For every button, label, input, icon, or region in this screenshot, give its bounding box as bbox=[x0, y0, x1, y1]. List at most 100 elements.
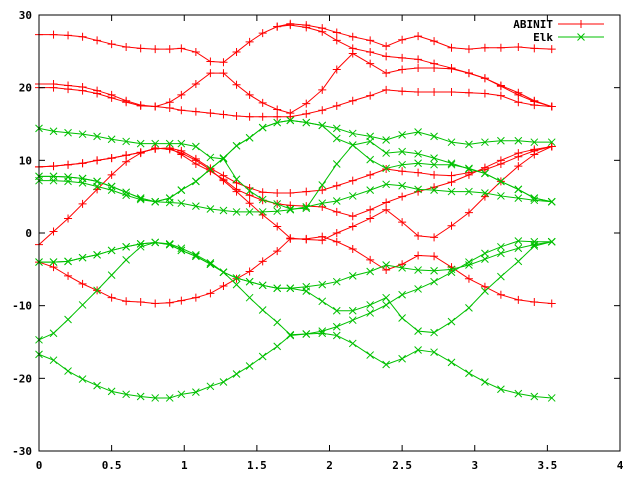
abinit-data-point bbox=[93, 89, 102, 98]
abinit-data-point bbox=[366, 59, 375, 68]
abinit-data-point bbox=[398, 53, 407, 62]
elk-data-point bbox=[232, 280, 241, 289]
elk-data-point bbox=[286, 205, 295, 214]
elk-data-point bbox=[122, 390, 131, 399]
elk-data-point bbox=[273, 284, 282, 293]
abinit-band-line bbox=[38, 146, 552, 217]
elk-data-point bbox=[136, 195, 145, 204]
abinit-data-point bbox=[447, 88, 456, 97]
abinit-data-point bbox=[258, 257, 267, 266]
legend-label-abinit: ABINIT bbox=[513, 18, 553, 31]
legend-marker-icon bbox=[577, 20, 585, 28]
elk-data-point bbox=[177, 186, 186, 194]
elk-data-point bbox=[245, 362, 254, 370]
abinit-data-point bbox=[93, 36, 102, 45]
abinit-data-point bbox=[78, 32, 87, 41]
legend-label-elk: Elk bbox=[533, 31, 553, 44]
abinit-data-point bbox=[332, 229, 341, 237]
abinit-data-point bbox=[348, 176, 357, 185]
elk-data-point bbox=[514, 244, 523, 253]
elk-data-point bbox=[151, 238, 160, 247]
abinit-data-point bbox=[398, 167, 407, 176]
elk-data-point bbox=[366, 267, 375, 276]
elk-data-point bbox=[232, 208, 241, 216]
elk-data-point bbox=[398, 354, 406, 363]
abinit-data-point bbox=[219, 58, 228, 67]
elk-data-point bbox=[382, 149, 391, 157]
elk-data-point bbox=[49, 258, 58, 266]
elk-data-point bbox=[151, 139, 160, 148]
y-tick-label: -10 bbox=[12, 300, 32, 313]
abinit-data-point bbox=[191, 293, 200, 302]
elk-data-point bbox=[332, 277, 341, 286]
abinit-data-point bbox=[219, 282, 228, 291]
elk-data-point bbox=[430, 348, 438, 357]
elk-data-point bbox=[514, 237, 523, 245]
abinit-data-point bbox=[430, 88, 439, 97]
abinit-data-point bbox=[206, 69, 215, 78]
elk-band-6 bbox=[35, 237, 556, 337]
elk-data-point bbox=[286, 205, 295, 213]
abinit-data-point bbox=[382, 205, 391, 214]
abinit-data-point bbox=[258, 29, 267, 38]
abinit-band-line bbox=[277, 24, 552, 108]
series-abinit bbox=[35, 19, 556, 308]
elk-data-point bbox=[430, 266, 438, 275]
abinit-data-point bbox=[332, 237, 341, 246]
elk-data-point bbox=[273, 318, 282, 327]
elk-data-point bbox=[245, 186, 254, 195]
abinit-data-point bbox=[480, 163, 489, 172]
abinit-data-point bbox=[366, 170, 375, 179]
abinit-data-point bbox=[78, 159, 87, 168]
abinit-data-point bbox=[414, 32, 423, 41]
abinit-data-point bbox=[366, 205, 375, 214]
abinit-data-point bbox=[177, 90, 186, 99]
elk-band-line bbox=[39, 119, 552, 203]
elk-data-point bbox=[481, 255, 489, 264]
abinit-data-point bbox=[232, 80, 241, 89]
abinit-data-point bbox=[398, 35, 407, 44]
abinit-data-point bbox=[122, 157, 131, 166]
abinit-data-point bbox=[302, 109, 311, 118]
elk-data-point bbox=[465, 369, 473, 378]
abinit-data-point bbox=[245, 112, 254, 121]
elk-data-point bbox=[366, 186, 375, 194]
legend-line-abinit bbox=[558, 20, 604, 28]
elk-data-point bbox=[414, 327, 422, 335]
elk-data-point bbox=[366, 301, 375, 309]
elk-data-point bbox=[122, 137, 131, 146]
x-tick-label: 1 bbox=[181, 459, 188, 472]
abinit-data-point bbox=[151, 45, 160, 54]
abinit-data-point bbox=[318, 202, 327, 211]
elk-data-point bbox=[286, 284, 295, 293]
legend: ABINIT Elk bbox=[513, 18, 604, 44]
elk-data-point bbox=[430, 186, 438, 194]
elk-band-1 bbox=[35, 124, 556, 213]
abinit-data-point bbox=[219, 69, 228, 78]
abinit-data-point bbox=[245, 90, 254, 99]
elk-data-point bbox=[465, 258, 473, 266]
abinit-data-point bbox=[496, 81, 505, 90]
elk-data-point bbox=[258, 208, 267, 216]
elk-data-point bbox=[318, 199, 327, 208]
abinit-data-point bbox=[447, 178, 456, 187]
elk-data-point bbox=[481, 249, 489, 258]
abinit-data-point bbox=[366, 91, 375, 100]
elk-band-8 bbox=[35, 329, 556, 402]
elk-data-point bbox=[332, 134, 341, 143]
elk-data-point bbox=[64, 128, 72, 137]
abinit-data-point bbox=[464, 88, 473, 97]
abinit-data-point bbox=[273, 105, 282, 114]
y-tick-label: 0 bbox=[25, 227, 32, 240]
abinit-data-point bbox=[165, 104, 174, 113]
elk-data-point bbox=[514, 136, 523, 145]
elk-data-point bbox=[219, 268, 228, 277]
elk-data-point bbox=[151, 197, 160, 206]
abinit-data-point bbox=[273, 222, 282, 231]
elk-data-point bbox=[64, 315, 72, 324]
elk-data-point bbox=[258, 281, 267, 290]
elk-data-point bbox=[177, 390, 186, 399]
abinit-data-point bbox=[107, 154, 116, 163]
elk-data-point bbox=[332, 124, 341, 133]
elk-data-point bbox=[219, 206, 228, 215]
